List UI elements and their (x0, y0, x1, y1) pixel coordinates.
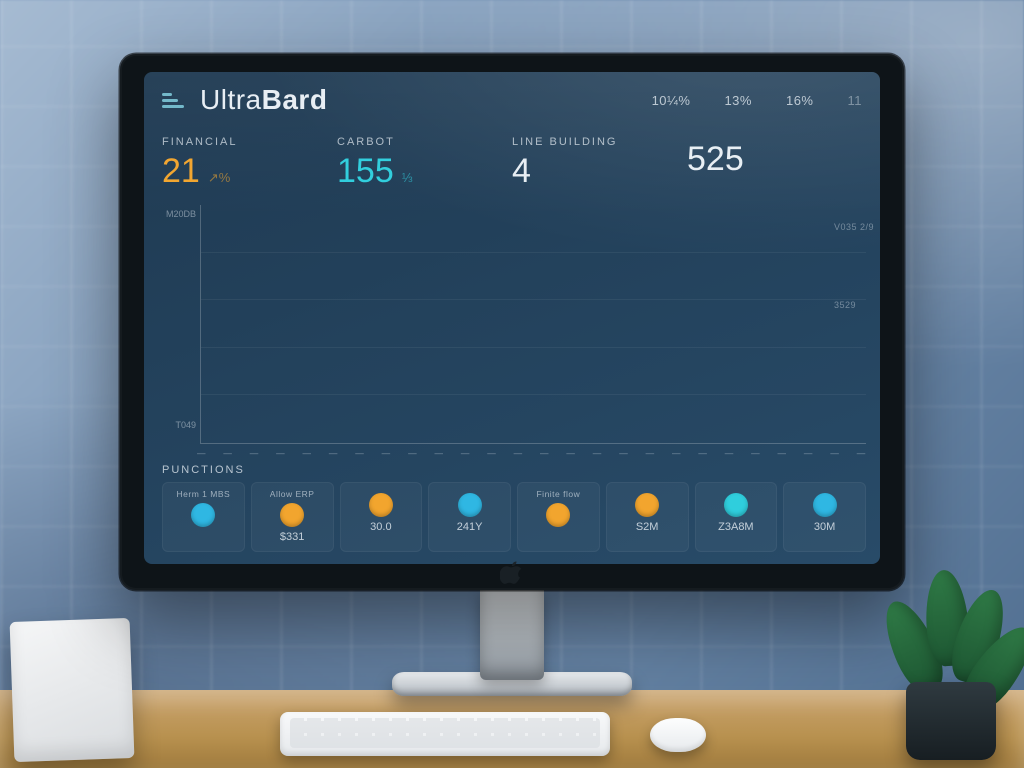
kpi-row: FINANCIAL 21↗% CARBOT 155⅓ LINE BUILDING 4525 (144, 128, 880, 199)
metric-card[interactable]: 241Y (428, 482, 511, 552)
topbar-metrics: 10¼% 13% 16% 11 (652, 93, 862, 108)
kpi-value: 525 (687, 140, 853, 179)
card-dot-icon (191, 503, 215, 527)
kpi-card[interactable]: CARBOT 155⅓ (337, 134, 512, 195)
chart-x-tick: — (452, 448, 478, 458)
chart-x-tick: — (610, 448, 636, 458)
top-bar: UltraBard 10¼% 13% 16% 11 (144, 72, 880, 128)
kpi-card[interactable]: 525 (687, 134, 862, 195)
card-dot-icon (546, 503, 570, 527)
card-label: Allow ERP (270, 489, 315, 499)
card-value: 30.0 (370, 521, 391, 533)
chart-x-tick: — (716, 448, 742, 458)
card-value: S2M (636, 521, 659, 533)
metric-card[interactable]: Z3A8M (695, 482, 778, 552)
chart-x-tick: — (689, 448, 715, 458)
chart-x-tick: — (188, 448, 214, 458)
card-value: 30M (814, 521, 835, 533)
card-value: Z3A8M (718, 521, 753, 533)
monitor-stand-neck (480, 590, 544, 680)
kpi-label: FINANCIAL (162, 136, 328, 148)
chart-x-tick: — (769, 448, 795, 458)
monitor-bezel: UltraBard 10¼%13%16%11 FINANCIAL21↗%CARB… (120, 54, 904, 590)
card-dot-icon (280, 503, 304, 527)
card-value: $331 (280, 531, 304, 543)
metric-card[interactable]: 30M (783, 482, 866, 552)
chart-y-label: T049 (162, 420, 196, 430)
mouse (650, 718, 706, 752)
chart-x-tick: — (505, 448, 531, 458)
chart-y-labels: M20DB T049 (162, 205, 200, 444)
bar-chart[interactable] (200, 205, 866, 444)
topbar-metric: 16% (786, 93, 814, 108)
card-label: Herm 1 MBS (177, 489, 231, 499)
bottom-cards: Herm 1 MBS Allow ERP $331 30.0 241Y Finite fl… (144, 478, 880, 564)
metric-card[interactable]: Herm 1 MBS (162, 482, 245, 552)
chart-x-tick: — (373, 448, 399, 458)
card-value: 241Y (457, 521, 483, 533)
brand-prefix: Ultra (200, 84, 262, 115)
chart-x-tick: — (241, 448, 267, 458)
chart-right-label: 3529 (834, 300, 874, 310)
chart-x-tick: — (346, 448, 372, 458)
card-dot-icon (724, 493, 748, 517)
chart-x-tick: — (742, 448, 768, 458)
chart-bars (201, 205, 866, 443)
chart-x-tick: — (663, 448, 689, 458)
chart-x-tick: — (584, 448, 610, 458)
desk-plant (886, 560, 1016, 760)
kpi-label: CARBOT (337, 136, 503, 148)
brand-suffix: Bard (262, 84, 328, 115)
topbar-metric: 11 (848, 93, 863, 108)
main-chart-zone: M20DB T049 (162, 205, 866, 444)
card-dot-icon (458, 493, 482, 517)
chart-x-tick: — (426, 448, 452, 458)
chart-x-tick: — (294, 448, 320, 458)
chart-x-tick: — (478, 448, 504, 458)
metric-card[interactable]: 30.0 (340, 482, 423, 552)
keyboard (280, 712, 610, 756)
topbar-metric: 13% (724, 93, 752, 108)
kpi-label: LINE BUILDING (512, 136, 678, 148)
brand-title: UltraBard (200, 84, 327, 116)
card-dot-icon (813, 493, 837, 517)
chart-x-tick: — (821, 448, 847, 458)
chart-x-tick: — (399, 448, 425, 458)
chart-right-labels: V035 2/9 3529 (834, 222, 874, 310)
kpi-card[interactable]: FINANCIAL 21↗% (162, 134, 337, 195)
desk-box (10, 618, 135, 762)
chart-x-tick: — (531, 448, 557, 458)
metric-card[interactable]: Allow ERP $331 (251, 482, 334, 552)
chart-x-tick: — (320, 448, 346, 458)
chart-x-tick: — (795, 448, 821, 458)
card-dot-icon (369, 493, 393, 517)
chart-y-label: M20DB (162, 209, 196, 219)
brand-logo-icon (162, 93, 186, 108)
chart-x-ticks: —————————————————————————— (144, 444, 880, 458)
bottom-panel-title: Punctions (144, 458, 880, 478)
chart-x-tick: — (214, 448, 240, 458)
metric-card[interactable]: S2M (606, 482, 689, 552)
kpi-value: 21↗% (162, 152, 328, 191)
dashboard-screen: UltraBard 10¼%13%16%11 FINANCIAL21↗%CARB… (144, 72, 880, 564)
chart-x-tick: — (557, 448, 583, 458)
card-label: Finite flow (536, 489, 580, 499)
chart-x-tick: — (637, 448, 663, 458)
chart-x-tick: — (848, 448, 874, 458)
metric-card[interactable]: Finite flow (517, 482, 600, 552)
chart-x-tick: — (267, 448, 293, 458)
chart-right-label: V035 2/9 (834, 222, 874, 232)
card-dot-icon (635, 493, 659, 517)
kpi-value: 155⅓ (337, 152, 503, 191)
kpi-card[interactable]: LINE BUILDING 4 (512, 134, 687, 195)
kpi-value: 4 (512, 152, 678, 191)
apple-logo-icon (500, 560, 524, 584)
topbar-metric: 10¼% (652, 93, 691, 108)
